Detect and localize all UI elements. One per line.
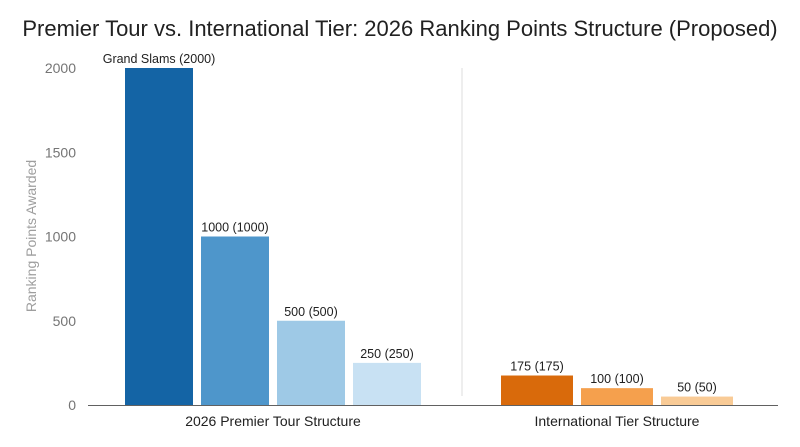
y-tick-label: 0 xyxy=(68,397,76,413)
data-label: 500 (500) xyxy=(284,305,338,319)
bar xyxy=(201,236,269,405)
category-label: 2026 Premier Tour Structure xyxy=(185,413,361,429)
category-labels: 2026 Premier Tour Structure International… xyxy=(185,413,699,429)
bar xyxy=(125,68,193,405)
chart-title: Premier Tour vs. International Tier: 202… xyxy=(22,16,777,41)
bar xyxy=(353,362,421,405)
y-tick-label: 500 xyxy=(53,313,77,329)
data-labels: Grand Slams (2000) 1000 (1000) 500 (500) 25… xyxy=(103,52,717,395)
bars xyxy=(125,68,733,405)
y-axis-ticks: 0 500 1000 1500 2000 xyxy=(45,60,76,413)
y-axis-label: Ranking Points Awarded xyxy=(23,160,39,312)
data-label: 175 (175) xyxy=(510,360,564,374)
data-label: 1000 (1000) xyxy=(201,221,268,235)
data-label: 100 (100) xyxy=(590,372,644,386)
bar xyxy=(661,396,733,405)
data-label: 50 (50) xyxy=(677,381,717,395)
data-label: 250 (250) xyxy=(360,347,414,361)
y-tick-label: 2000 xyxy=(45,60,76,76)
y-tick-label: 1000 xyxy=(45,229,76,245)
y-tick-label: 1500 xyxy=(45,144,76,160)
data-label: Grand Slams (2000) xyxy=(103,52,216,66)
bar xyxy=(501,375,573,405)
bar xyxy=(581,388,653,405)
bar xyxy=(277,320,345,405)
category-label: International Tier Structure xyxy=(535,413,700,429)
